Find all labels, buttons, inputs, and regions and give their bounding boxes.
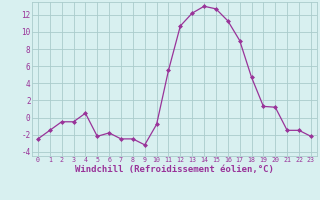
X-axis label: Windchill (Refroidissement éolien,°C): Windchill (Refroidissement éolien,°C) <box>75 165 274 174</box>
